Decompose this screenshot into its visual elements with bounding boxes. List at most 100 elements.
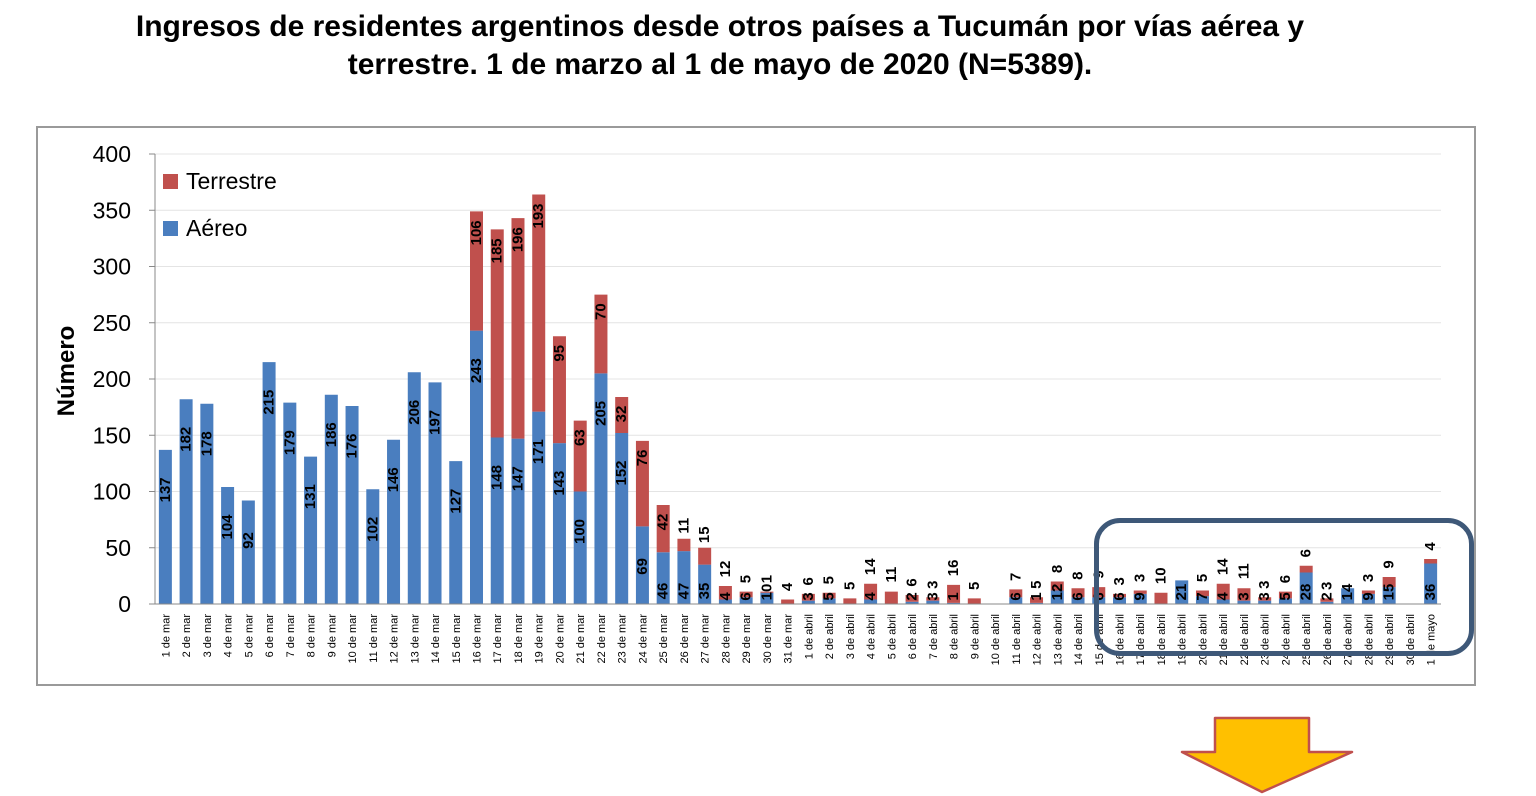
data-label-aereo: 243 [468, 358, 485, 383]
data-label-terrestre: 6 [1298, 549, 1315, 557]
x-tick-label: 7 de mar [285, 614, 297, 658]
data-label-aereo: 3 [924, 592, 941, 600]
data-label-aereo: 2 [904, 592, 921, 600]
data-label-terrestre: 9 [1381, 560, 1398, 568]
legend-label-terrestre: Terrestre [186, 168, 277, 194]
data-label-aereo: 69 [634, 558, 651, 575]
bar-aereo [407, 372, 421, 604]
y-tick-label: 350 [93, 197, 131, 223]
bar-aereo [1216, 599, 1230, 604]
data-label-aereo: 104 [219, 514, 236, 540]
data-label-aereo: 46 [655, 583, 672, 600]
bar-aereo [387, 439, 401, 604]
data-label-terrestre: 5 [966, 582, 983, 590]
bar-aereo [304, 456, 318, 604]
data-label-terrestre: 63 [572, 429, 589, 446]
bar-terrestre [1009, 589, 1023, 598]
data-label-aereo: 15 [1381, 584, 1398, 601]
x-tick-label: 22 de mar [596, 614, 608, 664]
y-axis-label: Número [53, 326, 80, 417]
data-label-terrestre: 11 [675, 518, 692, 534]
data-label-terrestre: 95 [551, 345, 568, 362]
bar-aereo [1341, 588, 1355, 604]
x-tick-label: 2 de abril [824, 614, 836, 659]
x-tick-label: 17 de mar [492, 614, 504, 664]
data-label-aereo: 3 [1256, 592, 1273, 600]
data-label-terrestre: 3 [1132, 574, 1149, 582]
data-label-aereo: 215 [261, 390, 278, 415]
data-label-aereo: 143 [551, 471, 568, 496]
bar-aereo [158, 449, 172, 604]
bar-aereo [490, 437, 504, 604]
x-tick-label: 2 de mar [181, 614, 193, 658]
data-label-terrestre: 4 [1422, 542, 1439, 551]
bar-terrestre [635, 440, 649, 527]
x-tick-label: 18 de mar [513, 614, 525, 664]
data-label-aereo: 178 [198, 431, 215, 456]
x-tick-label: 13 de mar [409, 614, 421, 664]
bar-aereo [200, 403, 214, 604]
bar-terrestre [926, 597, 940, 601]
bar-aereo [532, 411, 546, 604]
y-tick-label: 250 [93, 310, 131, 336]
data-label-terrestre: 185 [489, 238, 506, 263]
x-tick-label: 30 de mar [762, 614, 774, 664]
x-tick-label: 16 de mar [472, 614, 484, 664]
data-label-aereo: 36 [1422, 584, 1439, 601]
bar-terrestre [1237, 588, 1251, 601]
data-label-terrestre: 11 [1235, 563, 1252, 579]
bar-terrestre [967, 598, 981, 604]
x-tick-label: 4 de abril [866, 614, 878, 659]
data-label-terrestre: 16 [945, 560, 962, 577]
x-tick-label: 3 de abril [845, 614, 857, 659]
bar-terrestre [594, 294, 608, 374]
data-label-aereo: 127 [447, 489, 464, 514]
data-label-terrestre: 5 [1194, 574, 1211, 582]
data-label-terrestre: 5 [1028, 581, 1045, 589]
data-label-aereo: 182 [178, 427, 195, 452]
data-label-aereo: 137 [157, 477, 174, 502]
bar-aereo [511, 438, 525, 604]
x-tick-label: 9 de abril [969, 614, 981, 659]
bar-aereo [573, 491, 587, 604]
bar-aereo [864, 599, 878, 604]
data-label-aereo: 3 [800, 592, 817, 600]
data-label-terrestre: 5 [841, 582, 858, 590]
data-label-aereo: 47 [675, 583, 692, 600]
data-label-aereo: 21 [1173, 584, 1190, 601]
data-label-terrestre: 5 [738, 575, 755, 583]
x-tick-label: 20 de mar [554, 614, 566, 664]
data-label-aereo: 102 [364, 517, 381, 542]
data-label-aereo: 6 [1007, 592, 1024, 600]
axes [154, 154, 1441, 605]
bar-aereo [760, 592, 774, 604]
bar-aereo [1195, 596, 1209, 604]
bar-terrestre [552, 336, 566, 444]
x-tick-label: 29 de mar [741, 614, 753, 664]
x-tick-label: 24 de mar [637, 614, 649, 664]
data-label-aereo: 4 [862, 592, 879, 601]
bar-terrestre [864, 583, 878, 600]
bar-aereo [1009, 597, 1023, 604]
data-label-terrestre: 196 [509, 227, 526, 252]
data-label-terrestre: 11 [883, 567, 900, 583]
data-label-terrestre: 14 [1215, 558, 1232, 575]
data-label-terrestre: 32 [613, 406, 630, 423]
data-label-aereo: 5 [1277, 592, 1294, 600]
x-tick-label: 14 de mar [430, 614, 442, 664]
bar-aereo [615, 433, 629, 604]
x-tick-label: 12 de abril [1032, 614, 1044, 665]
data-label-terrestre: 5 [821, 576, 838, 584]
x-tick-label: 26 de mar [679, 614, 691, 664]
data-label-aereo: 2 [1318, 592, 1335, 600]
bar-aereo [179, 399, 193, 604]
data-label-aereo: 179 [281, 430, 298, 455]
bar-aereo [926, 600, 940, 604]
y-tick-label: 300 [93, 254, 131, 280]
data-label-aereo: 4 [717, 592, 734, 601]
x-tick-label: 1 de mar [160, 614, 172, 658]
data-label-terrestre: 3 [1256, 581, 1273, 589]
data-label-terrestre: 3 [1111, 577, 1128, 585]
data-label-aereo: 147 [509, 466, 526, 491]
y-tick-label: 400 [93, 141, 131, 167]
